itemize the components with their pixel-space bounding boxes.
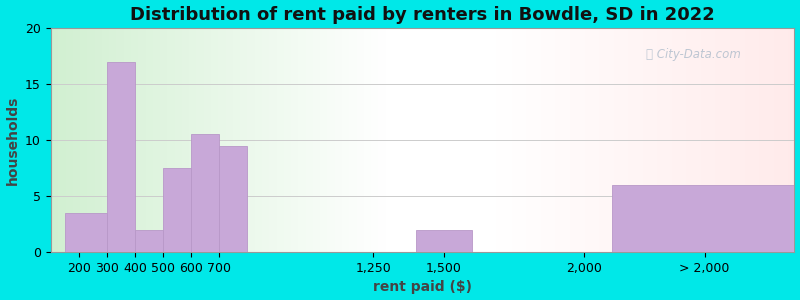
Bar bbox=[219, 146, 247, 252]
Bar bbox=[107, 61, 135, 252]
Bar bbox=[612, 185, 794, 252]
Bar bbox=[191, 134, 219, 252]
Title: Distribution of rent paid by renters in Bowdle, SD in 2022: Distribution of rent paid by renters in … bbox=[130, 6, 715, 24]
Bar bbox=[65, 213, 107, 252]
Bar bbox=[415, 230, 472, 252]
Y-axis label: households: households bbox=[6, 95, 19, 185]
Bar bbox=[163, 168, 191, 252]
Bar bbox=[135, 230, 163, 252]
X-axis label: rent paid ($): rent paid ($) bbox=[373, 280, 472, 294]
Text: ⓘ City-Data.com: ⓘ City-Data.com bbox=[646, 48, 741, 61]
